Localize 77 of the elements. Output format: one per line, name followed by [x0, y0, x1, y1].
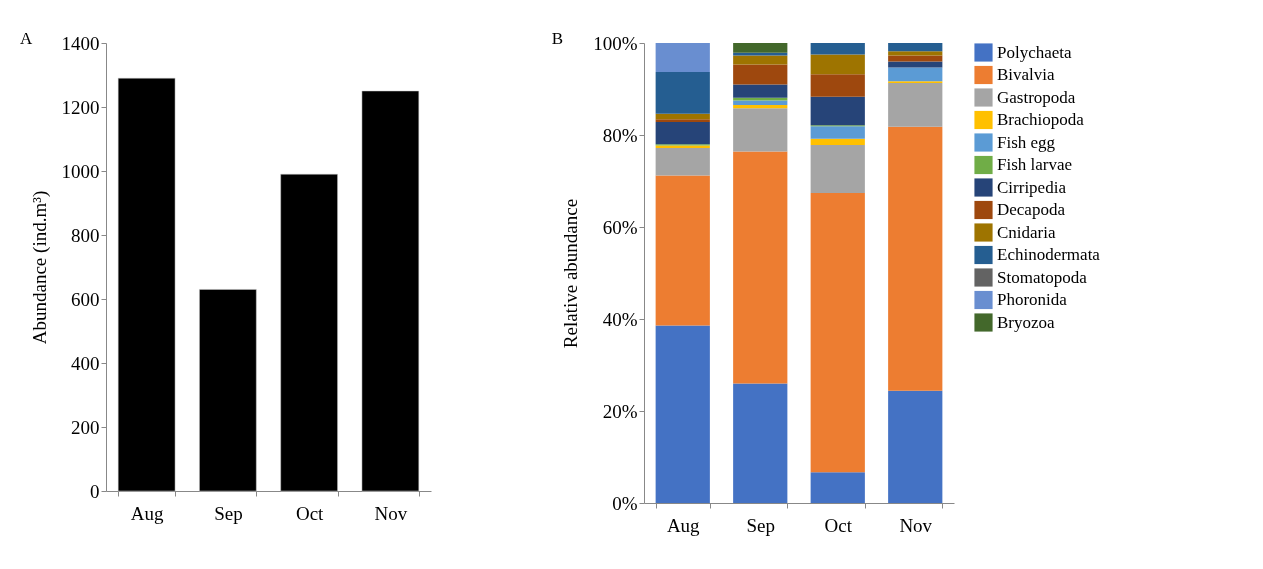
bar	[733, 43, 788, 53]
x-tick-label: Sep	[214, 502, 243, 524]
legend-label: Polychaeta	[997, 42, 1073, 62]
legend-label: Phoronida	[997, 290, 1068, 309]
bar	[733, 108, 788, 152]
x-tick-label: Aug	[130, 502, 164, 524]
bar	[733, 105, 788, 109]
bar	[655, 113, 710, 120]
x-tick-label: Nov	[374, 502, 408, 524]
y-tick-label: 1400	[61, 32, 100, 54]
y-tick-label: 100%	[593, 32, 638, 54]
bar	[888, 390, 943, 503]
text: A	[20, 29, 33, 48]
legend-label: Bivalvia	[997, 65, 1056, 84]
x-tick-label: Nov	[899, 514, 933, 536]
bar	[888, 67, 943, 82]
bar	[810, 192, 865, 473]
bar	[810, 472, 865, 503]
x-tick-label: Sep	[746, 514, 775, 536]
bar	[655, 119, 710, 123]
bar	[888, 61, 943, 68]
bar	[810, 96, 865, 126]
bar	[810, 126, 865, 139]
x-tick-label: Oct	[295, 502, 325, 524]
y-axis-title: Relative abundance	[560, 198, 582, 349]
bar	[733, 151, 788, 384]
bar	[888, 126, 943, 391]
legend-label: Brachiopoda	[997, 110, 1085, 129]
legend-label: Fish larvae	[997, 155, 1073, 174]
bar	[888, 51, 943, 56]
bar	[888, 55, 943, 62]
legend-label: Gastropoda	[997, 87, 1076, 107]
legend-label: Echinodermata	[997, 245, 1101, 264]
legend-label: Fish egg	[997, 132, 1056, 152]
y-tick-label: 20%	[602, 400, 638, 422]
bar	[655, 71, 710, 114]
bar	[117, 77, 176, 492]
legend-label: Cirripedia	[997, 177, 1067, 197]
bar	[655, 147, 710, 176]
legend-label: Decapoda	[997, 200, 1066, 219]
y-tick-label: 0%	[612, 492, 638, 514]
bar	[888, 43, 943, 52]
y-tick-label: 80%	[602, 124, 638, 146]
y-tick-label: 200	[71, 416, 100, 438]
bar	[733, 55, 788, 65]
y-tick-label: 400	[71, 352, 100, 374]
bar	[810, 145, 865, 193]
bar	[655, 43, 710, 72]
y-tick-label: 1000	[61, 160, 100, 182]
x-tick-label: Aug	[666, 514, 701, 536]
bar	[655, 122, 710, 145]
bar	[733, 84, 788, 98]
x-tick-label: Oct	[824, 514, 853, 536]
bar	[199, 289, 257, 492]
legend-label: Cnidaria	[997, 222, 1056, 242]
y-tick-label: 600	[71, 288, 100, 310]
y-axis-title: Abundance (ind.m³)	[28, 190, 51, 345]
y-tick-label: 0	[90, 480, 100, 502]
legend-label: Bryozoa	[997, 312, 1056, 332]
bar	[888, 83, 943, 127]
bar	[280, 173, 338, 492]
bar	[655, 325, 710, 503]
y-tick-label: 40%	[602, 308, 638, 330]
bar	[733, 97, 788, 101]
text: B	[551, 29, 564, 48]
bar	[733, 64, 788, 85]
bar	[810, 54, 865, 75]
bar	[810, 43, 865, 55]
bar	[810, 138, 865, 146]
y-tick-label: 800	[71, 224, 100, 246]
y-tick-label: 1200	[61, 96, 100, 118]
bar	[361, 90, 420, 492]
bar	[733, 383, 788, 503]
bar	[810, 74, 865, 97]
y-tick-label: 60%	[602, 216, 638, 238]
legend-label: Stomatopoda	[997, 267, 1088, 287]
bar	[655, 175, 710, 326]
